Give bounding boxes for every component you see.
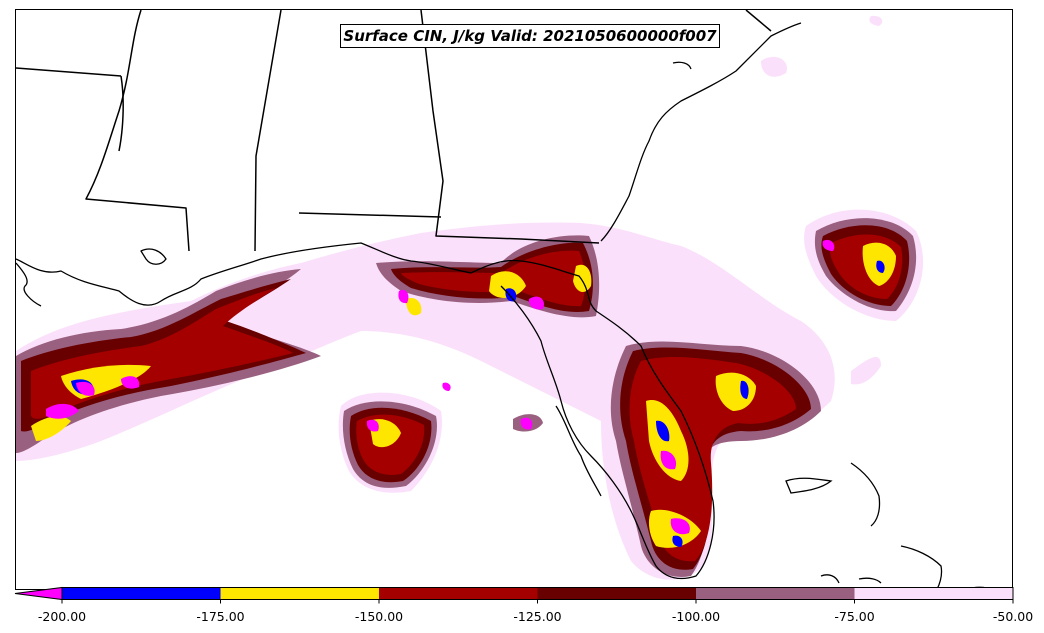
colorbar-tick-label: -125.00 [513, 609, 562, 624]
colorbar-extend-low [14, 586, 63, 601]
colorbar-tick-label: -200.00 [37, 609, 87, 624]
cin-field-magenta [46, 239, 835, 535]
colorbar-swatch [696, 587, 855, 600]
colorbar-swatch [854, 587, 1013, 600]
colorbar-tick-label: -75.00 [834, 609, 875, 624]
colorbar-swatch [379, 587, 538, 600]
colorbar-tick-label: -100.00 [671, 609, 721, 624]
state-borders [16, 10, 772, 252]
colorbar-swatch [220, 587, 379, 600]
cin-map [16, 10, 993, 589]
map-title: Surface CIN, J/kg Valid: 2021050600000f0… [340, 24, 720, 48]
colorbar-tick-label: -50.00 [992, 609, 1034, 624]
colorbar [14, 586, 1014, 604]
map-panel: Surface CIN, J/kg Valid: 2021050600000f0… [15, 9, 1013, 590]
colorbar-tick-label: -150.00 [354, 609, 404, 624]
colorbar-tick-label: -175.00 [196, 609, 245, 624]
colorbar-swatch [62, 587, 221, 600]
colorbar-swatch [537, 587, 696, 600]
coastline [16, 22, 802, 580]
